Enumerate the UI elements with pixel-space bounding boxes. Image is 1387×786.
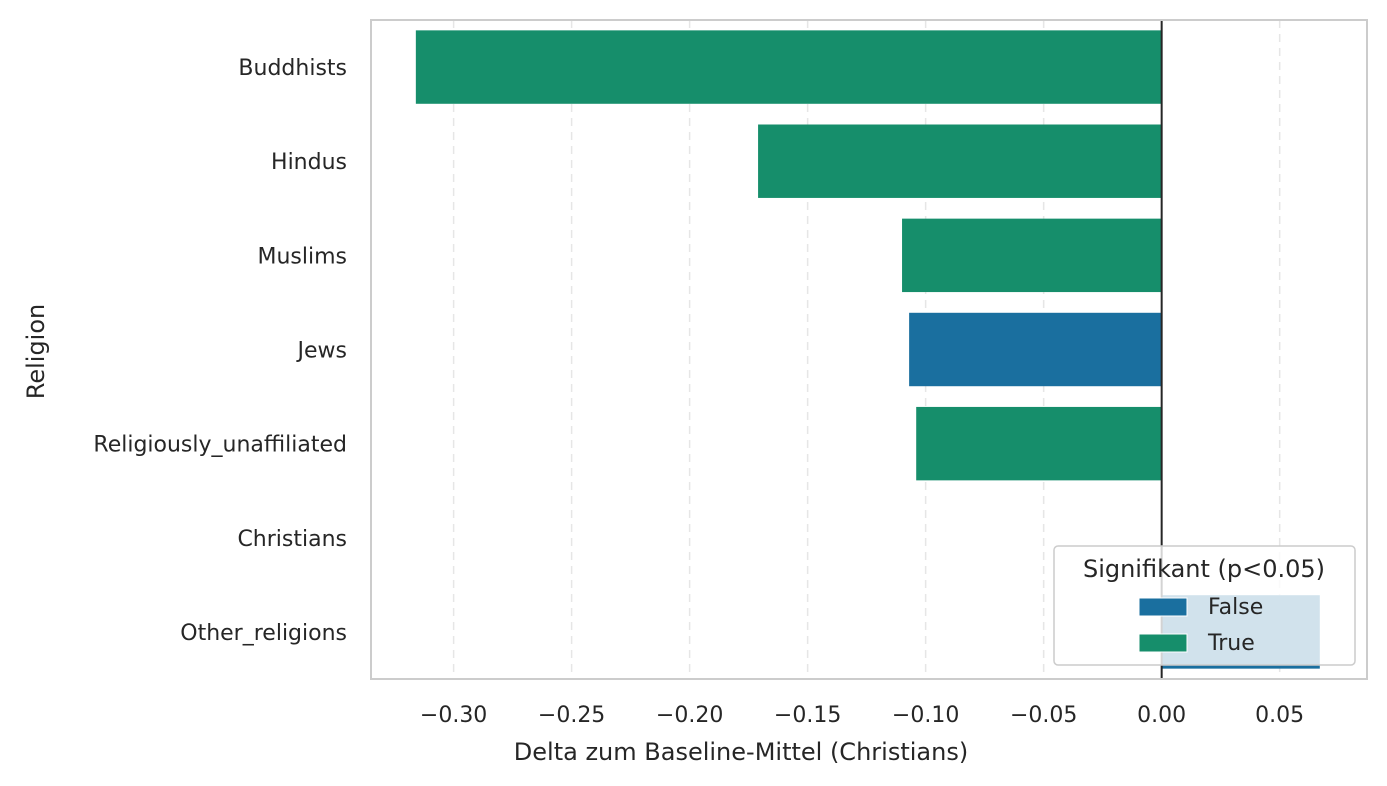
x-tick-label: −0.30 bbox=[420, 703, 487, 728]
x-tick-label: −0.05 bbox=[1010, 703, 1077, 728]
y-axis-ticks: Buddhists Hindus Muslims Jews Religiously_un… bbox=[93, 56, 347, 646]
plot-frame bbox=[370, 19, 1368, 680]
bar-buddhists bbox=[415, 30, 1162, 104]
x-axis-ticks: −0.30 −0.25 −0.20 −0.15 −0.10 −0.05 0.00 0.05 bbox=[420, 703, 1304, 728]
x-tick-label: 0.00 bbox=[1137, 703, 1186, 728]
legend: Signifikant (p<0.05) False True bbox=[1053, 545, 1356, 666]
y-tick-label: Religiously_unaffiliated bbox=[93, 433, 347, 458]
x-tick-label: −0.10 bbox=[892, 703, 959, 728]
y-tick-label: Buddhists bbox=[238, 56, 347, 81]
x-axis-title: Delta zum Baseline-Mittel (Christians) bbox=[514, 738, 968, 766]
y-tick-label: Hindus bbox=[271, 150, 347, 175]
legend-label-false: False bbox=[1208, 595, 1263, 620]
y-tick-label: Muslims bbox=[257, 244, 347, 269]
bar-jews bbox=[909, 312, 1162, 387]
bar-religiously_unaffiliated bbox=[916, 406, 1162, 481]
bar-hindus bbox=[758, 124, 1162, 198]
legend-label-true: True bbox=[1207, 631, 1255, 656]
x-tick-label: 0.05 bbox=[1255, 703, 1304, 728]
x-tick-label: −0.15 bbox=[774, 703, 841, 728]
bar-muslims bbox=[902, 218, 1162, 293]
legend-swatch-true bbox=[1138, 633, 1188, 653]
y-tick-label: Jews bbox=[296, 339, 347, 364]
y-axis-title: Religion bbox=[22, 304, 50, 400]
y-tick-label: Other_religions bbox=[180, 621, 347, 646]
x-tick-label: −0.20 bbox=[656, 703, 723, 728]
legend-box bbox=[1053, 545, 1356, 666]
legend-entries: False True bbox=[1138, 595, 1263, 656]
y-tick-label: Christians bbox=[237, 527, 347, 552]
legend-title: Signifikant (p<0.05) bbox=[1083, 555, 1325, 583]
x-tick-label: −0.25 bbox=[538, 703, 605, 728]
legend-swatch-false bbox=[1138, 597, 1188, 617]
